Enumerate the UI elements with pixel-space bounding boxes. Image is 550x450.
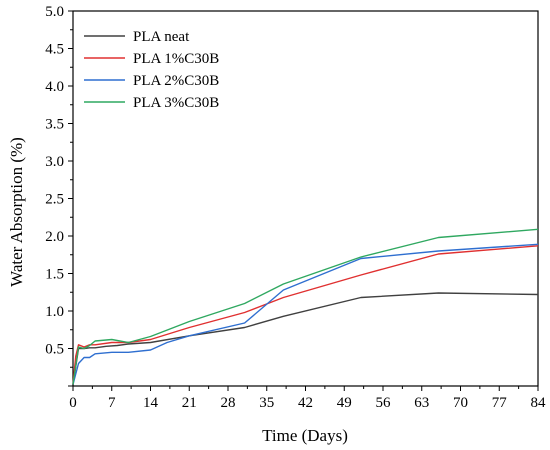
x-tick-label: 63 [414, 395, 429, 411]
x-axis-title: Time (Days) [262, 426, 348, 445]
y-tick-label: 1.5 [45, 267, 64, 283]
plot-border [72, 10, 539, 387]
y-tick-label: 0.5 [45, 342, 64, 358]
y-tick-label: 3.0 [45, 154, 64, 170]
y-tick-label: 2.0 [45, 229, 64, 245]
x-tick-label: 7 [108, 395, 116, 411]
x-tick-label: 0 [69, 395, 77, 411]
legend: PLA neat PLA 1%C30B PLA 2%C30B PLA 3%C30B [84, 29, 219, 111]
x-tick-label: 49 [337, 395, 352, 411]
x-tick-label: 84 [531, 395, 547, 411]
x-tick-label: 21 [182, 395, 197, 411]
y-tick-label: 4.0 [45, 79, 64, 95]
y-tick-label: 1.0 [45, 304, 64, 320]
y-axis-title: Water Absorption (%) [7, 137, 26, 287]
x-tick-label: 77 [492, 395, 508, 411]
y-tick-label: 3.5 [45, 117, 64, 133]
x-axis: 0 7 14 21 28 35 42 49 56 63 70 77 84 [69, 386, 546, 411]
x-tick-label: 70 [453, 395, 468, 411]
x-tick-label: 56 [376, 395, 392, 411]
y-tick-label: 2.5 [45, 192, 64, 208]
series-line-4 [72, 228, 539, 385]
y-tick-label: 4.5 [45, 42, 64, 58]
series-line-3 [72, 243, 539, 385]
legend-label-3: PLA 2%C30B [133, 73, 219, 89]
series-lines [72, 228, 539, 385]
x-tick-label: 28 [221, 395, 236, 411]
x-tick-label: 14 [143, 395, 159, 411]
y-axis: 0.5 1.0 1.5 2.0 2.5 3.0 3.5 4.0 4.5 5.0 [45, 4, 73, 387]
legend-label-4: PLA 3%C30B [133, 95, 219, 111]
legend-label-2: PLA 1%C30B [133, 51, 219, 67]
plot-area [72, 10, 539, 387]
legend-label-1: PLA neat [133, 29, 190, 45]
x-tick-label: 42 [298, 395, 313, 411]
y-tick-label: 5.0 [45, 4, 64, 20]
series-line-2 [72, 245, 539, 385]
x-tick-label: 35 [259, 395, 274, 411]
